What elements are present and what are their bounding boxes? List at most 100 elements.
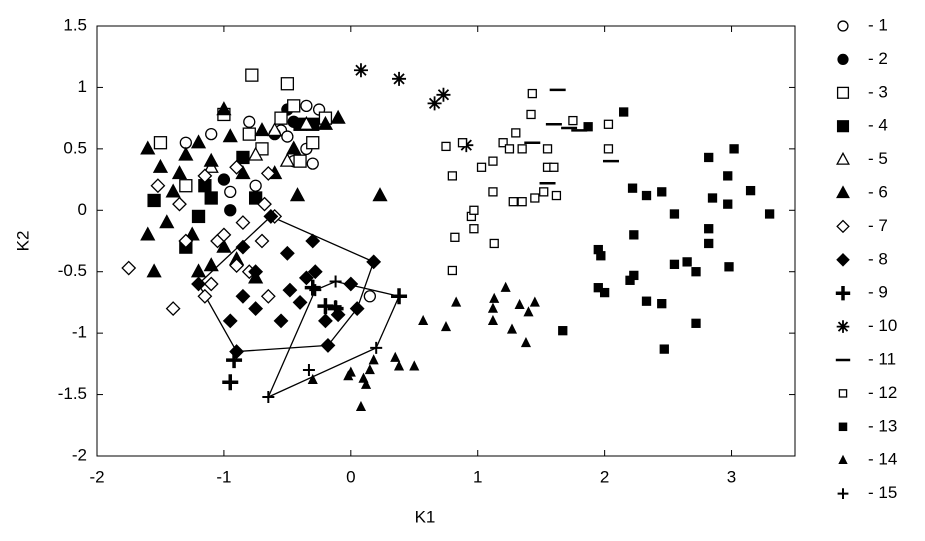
point [451, 296, 462, 307]
point [179, 179, 193, 193]
point [629, 270, 639, 281]
legend-label: - 3 [868, 82, 888, 101]
point [488, 187, 498, 197]
point [197, 168, 213, 184]
point [691, 267, 701, 277]
point [298, 270, 314, 286]
point [487, 314, 499, 326]
point [568, 115, 578, 126]
point [723, 199, 733, 209]
point [280, 77, 295, 91]
point [517, 144, 527, 154]
point [279, 152, 295, 167]
point [140, 226, 156, 241]
point [330, 109, 346, 124]
point [343, 370, 354, 381]
y-tick-label: 0 [78, 200, 87, 219]
legend-marker [838, 454, 848, 464]
point [469, 205, 479, 215]
point [229, 344, 245, 359]
point [204, 191, 218, 205]
legend-marker [836, 120, 850, 133]
point [243, 115, 256, 128]
legend-label: - 2 [868, 49, 888, 68]
point [530, 193, 540, 203]
point [307, 264, 323, 280]
point [619, 107, 629, 117]
point [150, 178, 166, 194]
point [629, 230, 639, 240]
point [657, 299, 667, 309]
x-tick-label: 3 [727, 467, 736, 486]
point [723, 171, 733, 181]
point [179, 136, 192, 149]
point [441, 141, 451, 152]
point [363, 290, 377, 303]
legend-label: - 12 [868, 383, 897, 402]
point [245, 68, 259, 82]
point [542, 144, 553, 154]
legend-label: - 5 [868, 149, 888, 168]
point [197, 288, 213, 304]
point [190, 134, 207, 149]
legend-label: - 14 [868, 450, 897, 469]
point [263, 209, 279, 224]
point [436, 87, 451, 102]
point [488, 156, 498, 166]
plot-frame [96, 25, 796, 457]
point [353, 63, 368, 78]
point [260, 166, 276, 181]
point [390, 351, 401, 362]
point [190, 263, 207, 278]
point [172, 196, 187, 212]
point [745, 185, 756, 196]
point [514, 298, 525, 310]
x-tick-label: 2 [600, 467, 609, 486]
point [520, 337, 532, 348]
point [216, 227, 232, 243]
point [526, 109, 536, 120]
legend-label: - 10 [868, 316, 897, 335]
point [704, 224, 714, 234]
point [279, 245, 295, 261]
point [508, 197, 518, 207]
point [349, 301, 365, 316]
point [235, 288, 251, 304]
point [539, 187, 549, 197]
point [216, 101, 232, 116]
point [558, 326, 568, 336]
point [409, 360, 420, 371]
point [248, 146, 264, 161]
point [235, 239, 251, 255]
point [249, 179, 262, 192]
point [260, 288, 276, 304]
point [254, 233, 270, 249]
point [178, 233, 194, 249]
point [235, 165, 251, 180]
point [309, 284, 322, 297]
point [330, 307, 346, 323]
point [627, 183, 638, 193]
point [300, 99, 313, 113]
y-tick-label: 0.5 [63, 138, 87, 157]
point [603, 144, 614, 154]
legend-label: - 7 [868, 216, 888, 235]
point [457, 138, 468, 148]
point [281, 130, 294, 143]
point [121, 260, 137, 276]
legend-label: - 4 [868, 116, 888, 135]
point [226, 352, 243, 369]
point [704, 152, 714, 163]
point [729, 144, 739, 154]
legend-label: - 6 [868, 182, 888, 201]
point [593, 283, 603, 293]
legend-label: - 13 [868, 416, 897, 435]
legend-marker [836, 253, 850, 267]
point [191, 276, 206, 292]
point [599, 287, 610, 298]
legend-marker [835, 286, 851, 301]
point [704, 238, 714, 249]
point [236, 150, 250, 165]
point [669, 259, 680, 269]
